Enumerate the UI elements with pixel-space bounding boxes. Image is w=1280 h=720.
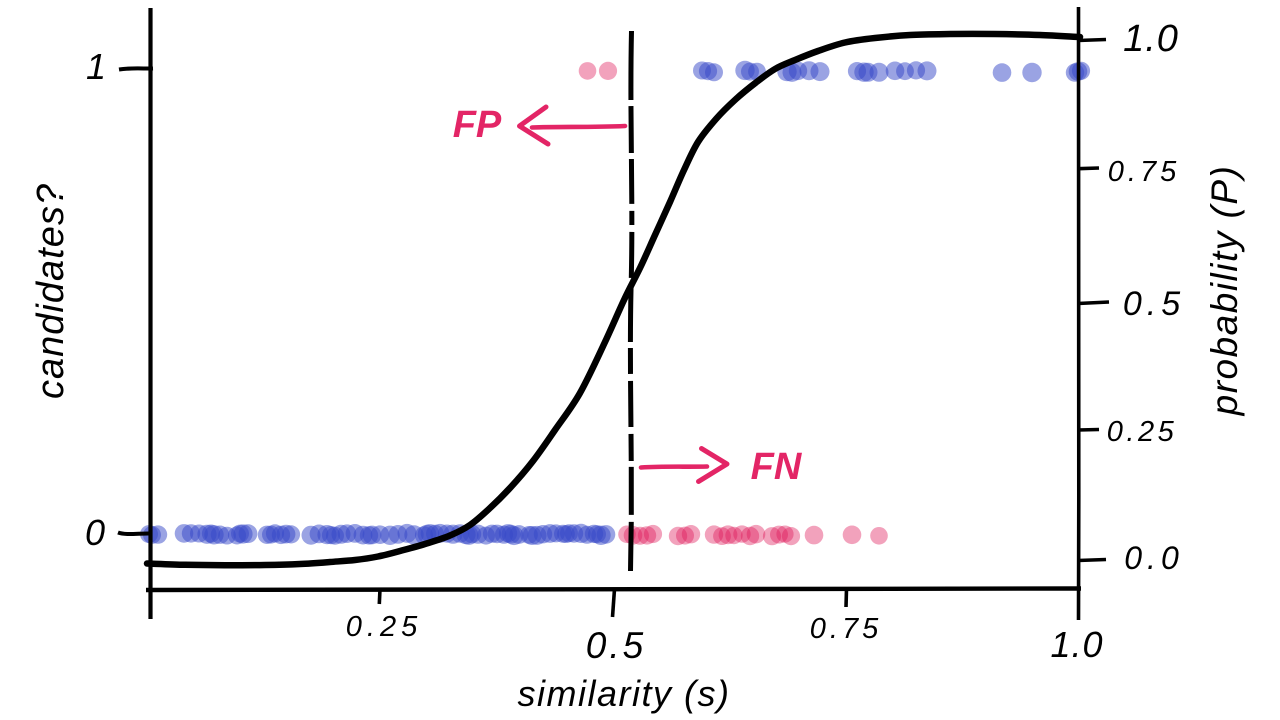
svg-text:probability (P): probability (P) bbox=[1204, 165, 1245, 417]
svg-text:0.25: 0.25 bbox=[346, 611, 422, 643]
svg-text:candidates?: candidates? bbox=[30, 183, 72, 399]
svg-text:1.0: 1.0 bbox=[1050, 624, 1103, 665]
svg-text:0.5: 0.5 bbox=[586, 625, 646, 666]
svg-text:0: 0 bbox=[85, 512, 105, 553]
svg-text:0.75: 0.75 bbox=[1108, 156, 1180, 188]
svg-text:1.0: 1.0 bbox=[1123, 18, 1179, 60]
svg-text:0.5: 0.5 bbox=[1123, 285, 1185, 323]
svg-text:similarity (s): similarity (s) bbox=[518, 673, 731, 714]
svg-text:0.0: 0.0 bbox=[1124, 540, 1183, 576]
svg-text:FP: FP bbox=[453, 104, 502, 146]
svg-text:FN: FN bbox=[751, 446, 803, 488]
svg-text:0.25: 0.25 bbox=[1107, 416, 1177, 448]
svg-text:1: 1 bbox=[86, 46, 106, 87]
svg-text:0.75: 0.75 bbox=[810, 613, 882, 645]
